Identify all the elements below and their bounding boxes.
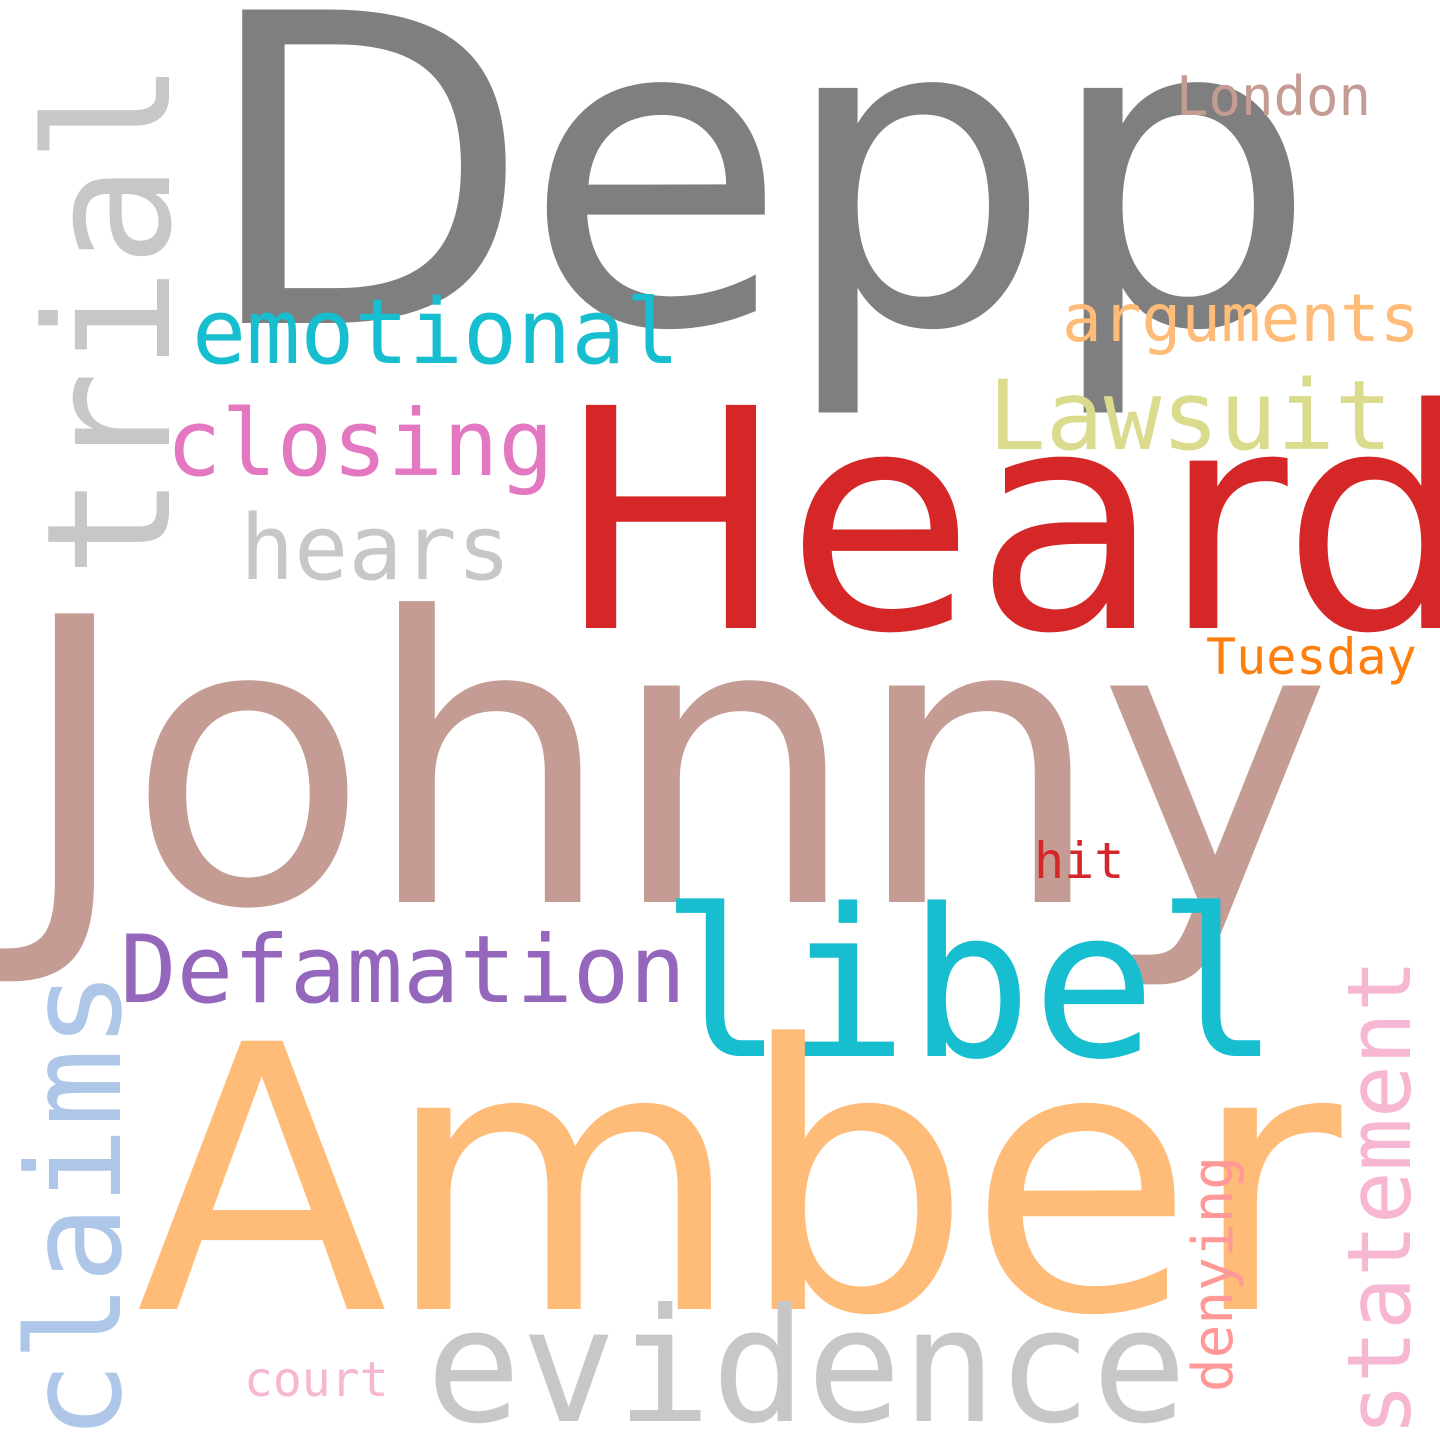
word-heard: Heard [556, 345, 1440, 701]
word-trial: trial [9, 60, 210, 578]
word-hit: hit [1034, 832, 1125, 890]
word-arguments: arguments [1062, 280, 1420, 357]
word-hears: hears [240, 496, 511, 601]
word-lawsuit: Lawsuit [988, 360, 1393, 472]
word-london: London [1176, 65, 1372, 128]
word-statement: statement [1328, 959, 1431, 1436]
word-johnny: Johnny [16, 535, 1332, 996]
word-denying: denying [1181, 1155, 1246, 1392]
word-court: court [244, 1352, 389, 1408]
word-depp: Depp [200, 0, 1318, 425]
word-emotional: emotional [192, 280, 680, 385]
word-libel: libel [660, 865, 1281, 1105]
word-claims: claims [0, 970, 151, 1440]
word-amber: Amber [136, 967, 1342, 1396]
word-tuesday: Tuesday [1206, 628, 1417, 686]
word-defamation: Defamation [120, 916, 686, 1025]
word-evidence: evidence [426, 1275, 1187, 1440]
word-closing: closing [166, 390, 554, 497]
